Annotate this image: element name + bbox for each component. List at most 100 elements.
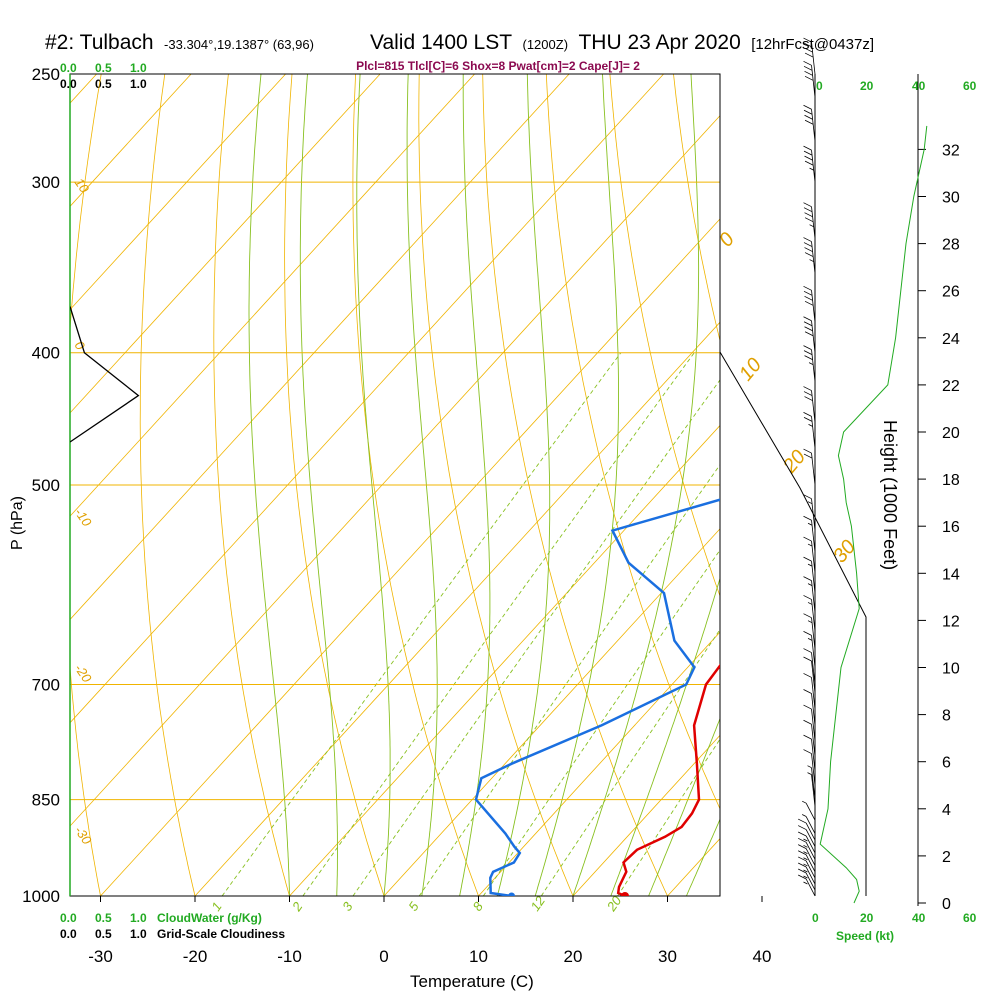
dry-adiabat-line (482, 74, 668, 896)
speed-scale: 0 20 40 60 0 20 40 60 Speed (kt) (812, 79, 977, 943)
dry-adiabat-line (352, 74, 479, 896)
barb-staff (811, 739, 816, 772)
wind-barb (803, 494, 816, 531)
wind-panel-boundary (719, 351, 867, 896)
barb-flag (803, 391, 813, 396)
wind-barb (803, 202, 816, 239)
svg-text:Valid 1400 LST (1200Z): Valid 1400 LST (1200Z) THU 23 Apr 2020 [… (370, 31, 874, 54)
moist-adiabat-line (610, 576, 720, 896)
height-tick-label: 6 (942, 755, 951, 772)
barb-half-flag (808, 424, 813, 427)
moist-adiabat-line (534, 74, 619, 896)
spd-bot-0: 0 (812, 911, 819, 925)
barb-flag (803, 350, 813, 356)
temp-tick-label: 40 (753, 947, 772, 966)
moist-adiabat-line (496, 74, 551, 896)
wind-barb (803, 673, 816, 710)
barb-half-flag (809, 167, 814, 171)
isotherm-label: 20 (778, 446, 810, 478)
wind-barb (807, 772, 816, 807)
barb-staff (811, 677, 816, 710)
barb-flag (804, 331, 814, 337)
barb-flag (803, 60, 812, 66)
wind-barb (807, 765, 816, 800)
barb-half-flag (807, 772, 812, 775)
barb-staff (811, 320, 816, 353)
barb-staff (811, 416, 816, 449)
height-axis-label: Height (1000 Feet) (880, 420, 900, 570)
wind-barb (797, 825, 816, 847)
wind-barb (803, 386, 816, 423)
wind-barb (797, 874, 816, 897)
cl-btick-2: 1.0 (130, 927, 147, 941)
barb-half-flag (801, 800, 807, 804)
barb-flag (803, 494, 812, 500)
height-tick-label: 20 (942, 425, 960, 442)
barb-flag (803, 749, 812, 754)
dewpoint-line (474, 498, 720, 896)
barb-flag (803, 453, 813, 459)
mixing-ratio-line (302, 352, 695, 896)
height-tick-label: 0 (942, 896, 951, 913)
cw-btick-0: 0.0 (60, 911, 77, 925)
barb-flag (804, 252, 814, 257)
barb-flag (804, 155, 813, 161)
barb-half-flag (803, 857, 808, 861)
height-tick-label: 32 (942, 142, 960, 159)
dry-adiabat-line (418, 74, 574, 896)
barb-flag (803, 704, 812, 710)
barb-flag (803, 202, 812, 208)
spd-top-2: 40 (912, 79, 926, 93)
cw-btick-1: 0.5 (95, 911, 112, 925)
cw-tick-1: 0.5 (95, 61, 112, 75)
barb-staff (811, 290, 816, 323)
barb-staff (811, 541, 816, 574)
barb-staff (805, 816, 816, 834)
height-tick-label: 24 (942, 331, 960, 348)
barb-flag (803, 386, 812, 391)
barb-flag (797, 868, 807, 874)
barb-flag (797, 862, 807, 868)
dry-adiabat-line (609, 74, 720, 598)
wind-barb (803, 237, 816, 274)
wind-barb (797, 844, 816, 866)
thermo-grid (70, 74, 1000, 896)
barb-staff (811, 767, 816, 800)
barb-staff (811, 349, 816, 382)
barb-half-flag (803, 869, 808, 873)
barb-flag (797, 825, 807, 830)
barb-staff (811, 660, 816, 693)
temp-tick-label: 10 (469, 947, 488, 966)
barb-flag (804, 212, 813, 218)
barb-flag (804, 75, 814, 81)
barb-flag (803, 576, 812, 581)
height-tick-label: 14 (942, 566, 960, 583)
valid-time: Valid 1400 LST (370, 31, 512, 54)
isotherm-label: 10 (735, 354, 766, 385)
barb-half-flag (803, 881, 808, 885)
x-axis-label: Temperature (C) (410, 972, 534, 991)
dry-adiabat-line (737, 74, 1000, 896)
cl-tick-1: 0.5 (95, 77, 112, 91)
cw-tick-2: 1.0 (130, 61, 147, 75)
barb-half-flag (809, 259, 814, 262)
wind-barb (797, 850, 816, 872)
barb-flag (797, 831, 807, 837)
isotherm-label: 0 (715, 229, 739, 252)
barb-flag (803, 109, 813, 115)
wind-barb (803, 704, 816, 742)
wind-barb (803, 316, 816, 353)
height-tick-label: 10 (942, 661, 960, 678)
dry-adiabat-line (673, 74, 720, 343)
wind-barb (803, 648, 816, 685)
barb-staff (811, 580, 816, 613)
barb-flag (803, 42, 813, 48)
barb-staff (805, 829, 816, 847)
barb-flag (803, 150, 813, 156)
cl-tick-2: 1.0 (130, 77, 147, 91)
barb-half-flag (807, 765, 812, 769)
moist-adiabat-line (406, 74, 438, 896)
temp-tick-label: -10 (277, 947, 302, 966)
cl-btick-1: 0.5 (95, 927, 112, 941)
